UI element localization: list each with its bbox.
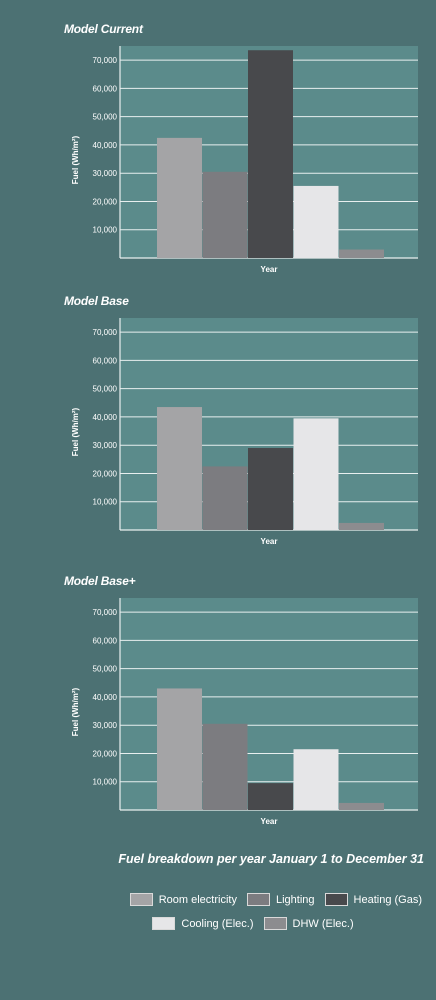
y-tick-label: 50,000 — [93, 385, 118, 394]
bar-dhw-elec — [339, 802, 384, 810]
y-tick-label: 10,000 — [93, 226, 118, 235]
bar-cooling-elec — [293, 749, 339, 810]
bar-heating-gas — [248, 783, 293, 810]
y-tick-label: 70,000 — [93, 56, 118, 65]
legend-row-1: Room electricity Lighting Heating (Gas) — [0, 893, 436, 906]
y-tick-label: 50,000 — [93, 665, 118, 674]
legend-item-heating-gas: Heating (Gas) — [324, 893, 422, 906]
y-tick-label: 20,000 — [93, 749, 118, 758]
legend-item-dhw-elec: DHW (Elec.) — [263, 917, 354, 930]
bar-lighting — [202, 723, 248, 810]
fuel-bar-chart-model-base-plus: 10,000 20,000 30,000 40,000 50,000 60,000 70,0… — [71, 598, 418, 826]
bar-room-electricity — [157, 137, 202, 258]
y-tick-label: 40,000 — [93, 413, 118, 422]
y-tick-label: 30,000 — [93, 169, 118, 178]
y-axis-label: Fuel (Wh/m²) — [71, 135, 80, 184]
bar-heating-gas — [248, 448, 293, 530]
y-tick-label: 20,000 — [93, 469, 118, 478]
y-tick-label: 60,000 — [93, 84, 118, 93]
y-tick-label: 10,000 — [93, 778, 118, 787]
legend-swatch-lighting — [246, 893, 270, 906]
bar-room-electricity — [157, 688, 202, 810]
y-axis-label: Fuel (Wh/m²) — [71, 687, 80, 736]
bar-cooling-elec — [293, 185, 339, 258]
y-tick-label: 30,000 — [93, 441, 118, 450]
figure-caption: Fuel breakdown per year January 1 to Dec… — [118, 852, 424, 866]
y-tick-label: 70,000 — [93, 328, 118, 337]
legend-item-lighting: Lighting — [246, 893, 315, 906]
legend-swatch-heating-gas — [324, 893, 348, 906]
bar-cooling-elec — [293, 418, 339, 530]
legend-label-room-electricity: Room electricity — [158, 893, 237, 906]
chart-title-model-base-plus: Model Base+ — [64, 574, 136, 588]
bar-dhw-elec — [339, 249, 384, 258]
chart-title-model-current: Model Current — [64, 22, 143, 36]
legend-item-room-electricity: Room electricity — [129, 893, 237, 906]
bar-lighting — [202, 466, 248, 530]
legend-row-2: Cooling (Elec.) DHW (Elec.) — [0, 917, 436, 930]
legend-label-lighting: Lighting — [275, 893, 315, 906]
bar-heating-gas — [248, 50, 293, 259]
y-tick-label: 60,000 — [93, 356, 118, 365]
x-axis-label: Year — [261, 265, 278, 274]
x-axis-label: Year — [261, 537, 278, 546]
y-tick-label: 70,000 — [93, 608, 118, 617]
legend-swatch-room-electricity — [129, 893, 153, 906]
y-tick-label: 20,000 — [93, 197, 118, 206]
fuel-bar-chart-model-current: 10,000 20,000 30,000 40,000 50,000 60,000 70,0… — [71, 46, 418, 274]
y-tick-label: 60,000 — [93, 636, 118, 645]
y-tick-label: 50,000 — [93, 113, 118, 122]
y-tick-label: 10,000 — [93, 498, 118, 507]
chart-title-model-base: Model Base — [64, 294, 129, 308]
bar-room-electricity — [157, 407, 202, 530]
legend-swatch-dhw-elec — [263, 917, 287, 930]
bar-lighting — [202, 171, 248, 258]
y-axis-label: Fuel (Wh/m²) — [71, 407, 80, 456]
legend-label-cooling-elec: Cooling (Elec.) — [181, 917, 254, 930]
legend-item-cooling-elec: Cooling (Elec.) — [152, 917, 254, 930]
x-axis-label: Year — [261, 817, 278, 826]
fuel-bar-chart-model-base: 10,000 20,000 30,000 40,000 50,000 60,000 70,0… — [71, 318, 418, 546]
legend-label-heating-gas: Heating (Gas) — [353, 893, 422, 906]
y-tick-label: 30,000 — [93, 721, 118, 730]
legend-swatch-cooling-elec — [152, 917, 176, 930]
chart-legend: Room electricity Lighting Heating (Gas) … — [0, 893, 436, 930]
y-tick-label: 40,000 — [93, 141, 118, 150]
bar-dhw-elec — [339, 522, 384, 530]
y-tick-label: 40,000 — [93, 693, 118, 702]
legend-label-dhw-elec: DHW (Elec.) — [292, 917, 354, 930]
